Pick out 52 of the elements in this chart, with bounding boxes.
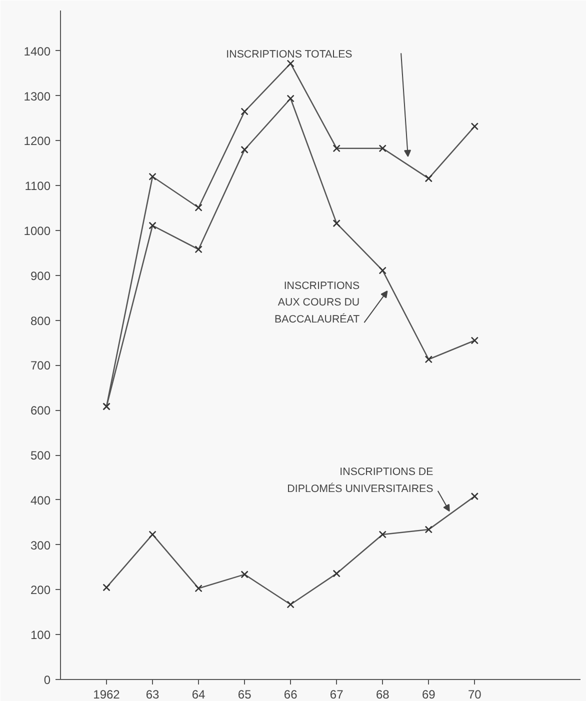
point <box>470 336 478 344</box>
point <box>424 174 432 182</box>
x-tick-label: 70 <box>468 688 482 701</box>
y-tick-label: 200 <box>30 583 51 598</box>
y-tick-label: 1000 <box>24 224 51 238</box>
y-tick-label: 900 <box>30 268 51 283</box>
y-tick-label: 800 <box>30 314 51 328</box>
y-tick-label: 1200 <box>24 134 51 148</box>
series-label: INSCRIPTIONS TOTALES <box>226 48 352 61</box>
y-tick-label: 100 <box>30 628 51 642</box>
point <box>424 526 432 534</box>
x-tick-label: 68 <box>376 688 390 701</box>
y-tick-label: 700 <box>30 358 51 373</box>
x-tick-label: 69 <box>422 688 436 701</box>
point <box>102 584 110 592</box>
y-tick-label: 400 <box>30 493 51 508</box>
text: INSCRIPTIONS DE DIPLOMÉS UNIVERSITAIRES <box>287 466 434 496</box>
point <box>378 266 386 274</box>
x-tick-label: 65 <box>238 688 252 701</box>
series-label: INSCRIPTIONS AUX COURS DU BACCALAURÉAT <box>274 280 360 326</box>
point <box>148 172 156 180</box>
point <box>148 530 156 538</box>
y-tick-label: 300 <box>30 538 51 552</box>
point <box>332 144 340 152</box>
point <box>286 60 294 68</box>
point <box>148 222 156 230</box>
point <box>286 600 294 608</box>
x-tick-label: 67 <box>330 688 344 701</box>
y-tick-label: 1100 <box>24 179 51 194</box>
x-tick-label: 1962 <box>93 688 120 701</box>
y-tick-label: 600 <box>30 404 51 418</box>
x-tick-label: 63 <box>146 688 160 701</box>
y-tick-label: 1400 <box>24 44 51 58</box>
y-tick-label: 1300 <box>24 89 51 104</box>
point <box>194 246 202 254</box>
point <box>240 108 248 116</box>
point <box>240 570 248 578</box>
point <box>378 144 386 152</box>
y-tick-label: 0 <box>44 673 51 687</box>
point <box>470 122 478 130</box>
point <box>332 570 340 578</box>
x-tick-label: 66 <box>284 688 298 701</box>
point <box>286 94 294 102</box>
point <box>424 356 432 364</box>
y-tick-label: 500 <box>30 448 51 463</box>
point <box>194 584 202 592</box>
x-tick-label: 64 <box>192 688 206 701</box>
point <box>378 530 386 538</box>
point <box>240 146 248 154</box>
point <box>470 492 478 500</box>
point <box>332 219 340 228</box>
point <box>194 204 202 212</box>
